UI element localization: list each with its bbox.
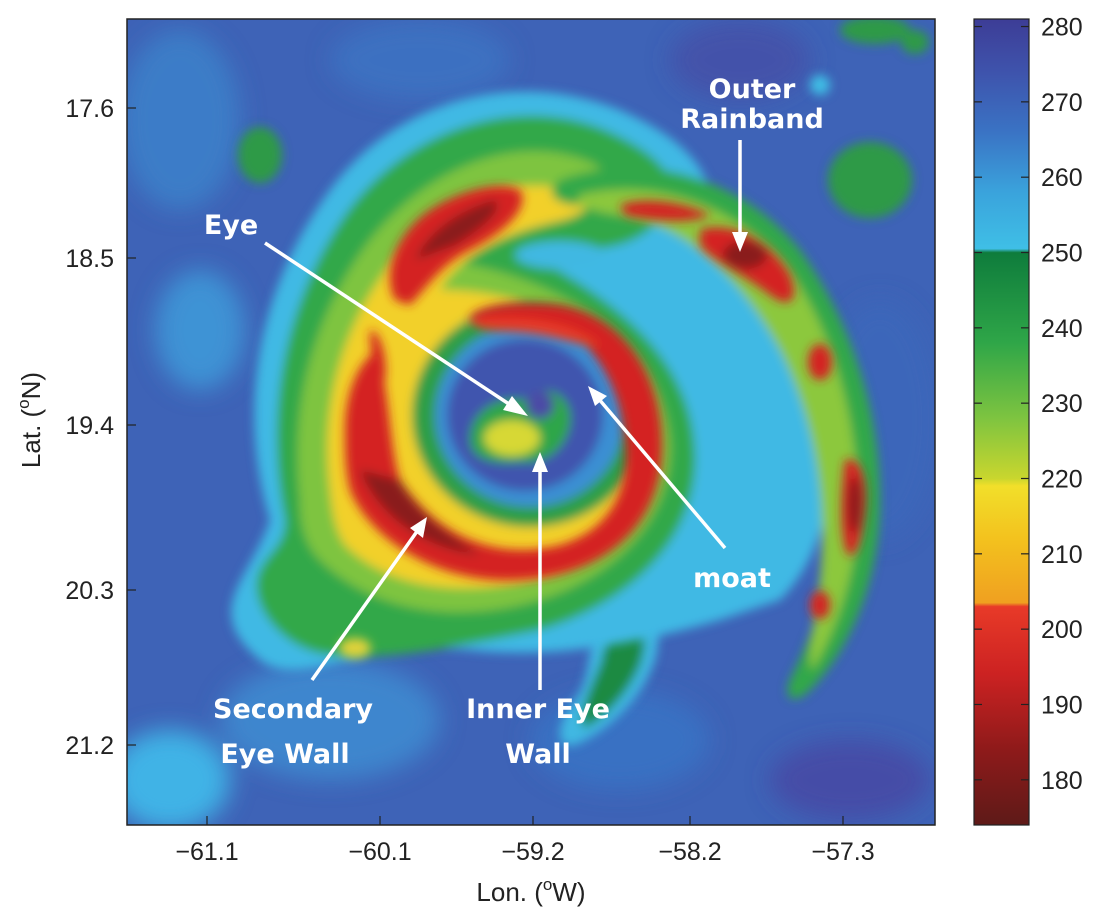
secondary-eyewall-annotation: Eye Wall (220, 739, 349, 770)
secondary-eyewall-arrow (310, 528, 420, 682)
eye-annotation: Eye (204, 210, 258, 241)
x-tick-label: −59.2 (501, 838, 564, 866)
y-tick-label: 21.2 (65, 732, 114, 760)
colorbar: 280 270 260 250 240 230 220 210 200 190 180 (973, 14, 1083, 826)
outer-rainband-annotation: Outer (709, 74, 796, 105)
map-frame (126, 18, 936, 826)
inner-eyewall-annotation: Wall (505, 739, 571, 770)
y-tick-label: 18.5 (65, 245, 114, 273)
colorbar-tick-label: 280 (1041, 14, 1083, 42)
eye-arrow (264, 241, 516, 410)
x-tick-label: −57.3 (811, 838, 874, 866)
colorbar-tick-label: 200 (1041, 616, 1083, 644)
colorbar-tick-label: 210 (1041, 541, 1083, 569)
moat-arrow (596, 396, 727, 550)
annotation-arrows (264, 140, 748, 690)
x-axis-tick-labels: −61.1 −60.1 −59.2 −58.2 −57.3 (175, 838, 874, 866)
colorbar-tick-label: 230 (1041, 390, 1083, 418)
y-tick-label: 17.6 (65, 95, 114, 123)
colorbar-tick-label: 190 (1041, 691, 1083, 719)
inner-eyewall-annotation: Inner Eye (466, 694, 610, 725)
y-tick-label: 20.3 (65, 577, 114, 605)
y-axis-label: Lat. (oN) (14, 372, 46, 468)
colorbar-ticks: 280 270 260 250 240 230 220 210 200 190 180 (974, 14, 1083, 795)
colorbar-tick-label: 260 (1041, 164, 1083, 192)
y-tick-label: 19.4 (65, 412, 114, 440)
colorbar-tick-label: 240 (1041, 315, 1083, 343)
x-axis-label: Lon. (oW) (476, 875, 585, 907)
outer-rainband-arrowhead (732, 232, 748, 252)
y-axis-tick-labels: 17.6 18.5 19.4 20.3 21.2 (65, 95, 114, 760)
colorbar-tick-label: 180 (1041, 767, 1083, 795)
secondary-eyewall-annotation: Secondary (213, 694, 373, 725)
moat-arrowhead (588, 386, 607, 406)
map-tick-marks (127, 107, 844, 825)
outer-rainband-annotation: Rainband (680, 104, 824, 135)
inner-eyewall-arrowhead (532, 452, 548, 472)
x-tick-label: −60.1 (348, 838, 411, 866)
colorbar-tick-label: 270 (1041, 89, 1083, 117)
annotations: Eye Outer Rainband moat Secondary Eye Wa… (204, 74, 824, 770)
x-tick-label: −58.2 (658, 838, 721, 866)
map-panel (127, 19, 935, 825)
colorbar-tick-label: 250 (1041, 240, 1083, 268)
eye-arrowhead (503, 396, 528, 416)
x-tick-label: −61.1 (175, 838, 238, 866)
colorbar-tick-label: 220 (1041, 465, 1083, 493)
colorbar-gradient (973, 18, 1030, 826)
intense-convection-red-bands (339, 186, 866, 658)
moat-annotation: moat (693, 563, 771, 594)
secondary-eyewall-arrowhead (410, 517, 427, 538)
